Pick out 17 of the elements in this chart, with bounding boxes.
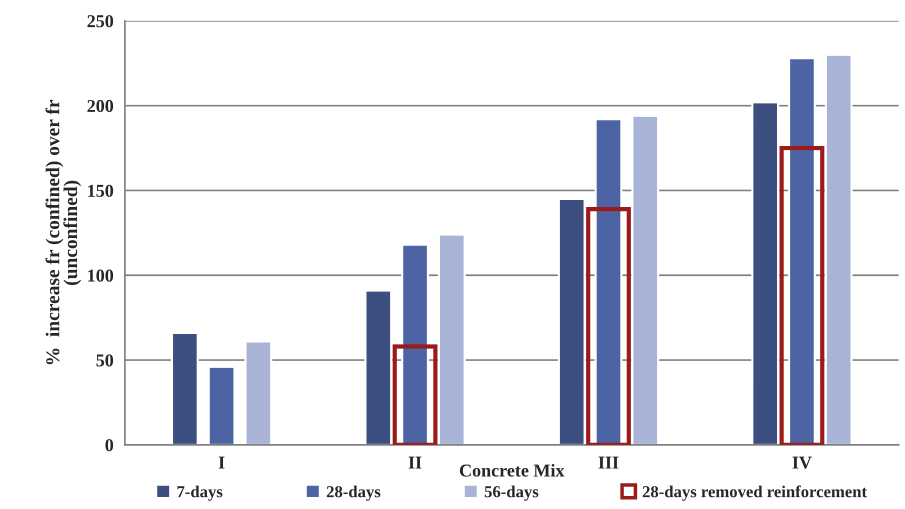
legend-label: 56-days bbox=[484, 486, 538, 501]
x-tick-label: IV bbox=[792, 456, 812, 469]
bar bbox=[438, 234, 466, 445]
y-tick-label: 200 bbox=[87, 100, 114, 112]
y-tick-label: 50 bbox=[96, 354, 114, 367]
x-tick-label: I bbox=[218, 456, 225, 469]
y-tick-label: 0 bbox=[105, 439, 114, 452]
y-tick-label: 250 bbox=[87, 15, 114, 28]
y-tick-label: 100 bbox=[88, 270, 114, 282]
y-tick-label: 150 bbox=[88, 184, 114, 197]
y-axis-title: % increase fr (confined) over fr (unconfined) bbox=[45, 100, 82, 364]
x-tick-label: III bbox=[598, 456, 618, 469]
legend-label: 28-days removed reinforcement bbox=[642, 485, 867, 501]
legend-label: 7-days bbox=[177, 486, 222, 501]
legend-label: 28-days bbox=[326, 486, 380, 501]
x-tick-label: II bbox=[408, 456, 422, 469]
x-axis-title: Concrete Mix bbox=[460, 464, 564, 477]
